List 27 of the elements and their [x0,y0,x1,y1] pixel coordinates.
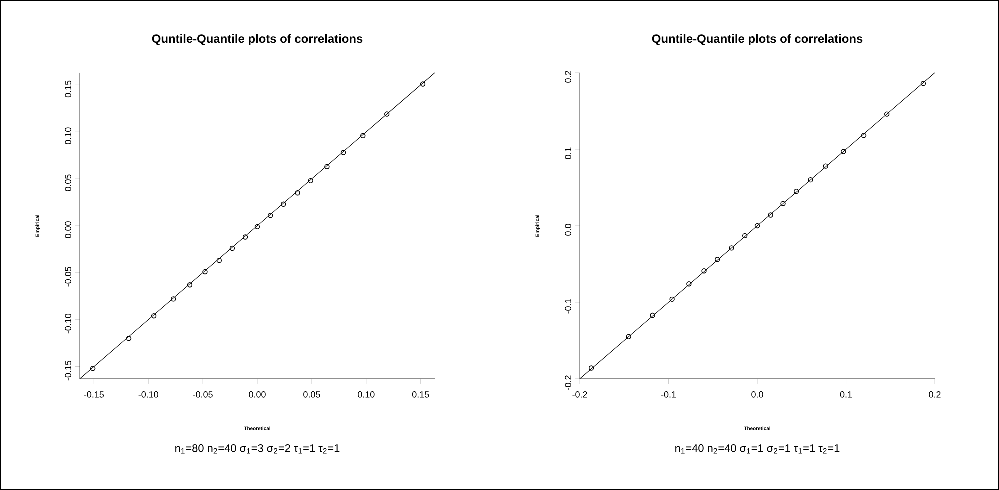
chart-title: Quntile-Quantile plots of correlations [152,34,363,46]
text: n$_{1}$=40 n$_{2}$=40 σ$_{1}$=1 σ$_{2}$=1 τ$_{1}$=1 τ$_{2}$=1 [676,444,840,454]
x-tick-label: 0.05 [304,392,320,398]
x-tick-label: -0.05 [193,392,213,398]
y-tick-label: -0.10 [65,314,72,334]
y-tick-label: 0.10 [65,128,72,145]
y-tick-label: -0.1 [565,299,572,314]
y-tick-label: 0.2 [565,71,572,83]
x-tick-label: 0.15 [412,392,430,398]
text: n$_{1}$=80 n$_{2}$=40 σ$_{1}$=3 σ$_{2}$=2 τ$_{1}$=1 τ$_{2}$=1 [176,444,340,454]
x-tick-label: 0.2 [929,392,941,398]
y-tick-label: 0.1 [565,148,572,160]
x-tick-label: -0.1 [661,392,676,398]
y-tick-label: 0.15 [65,80,72,98]
y-tick-label: -0.15 [65,360,72,381]
chart-title: Quntile-Quantile plots of correlations [652,34,863,46]
x-tick-label: -0.15 [84,392,104,398]
y-tick-label: 0.05 [65,174,72,192]
y-tick-label: 0.00 [65,222,72,238]
y-tick-label: 0.0 [565,224,572,236]
x-tick-label: 0.10 [358,392,375,398]
x-tick-label: 0.1 [840,392,852,398]
x-tick-label: 0.0 [752,392,764,398]
x-tick-label: -0.10 [138,392,158,398]
x-tick-label: -0.2 [572,392,588,398]
y-tick-label: -0.05 [65,267,72,287]
x-tick-label: 0.00 [249,392,266,398]
